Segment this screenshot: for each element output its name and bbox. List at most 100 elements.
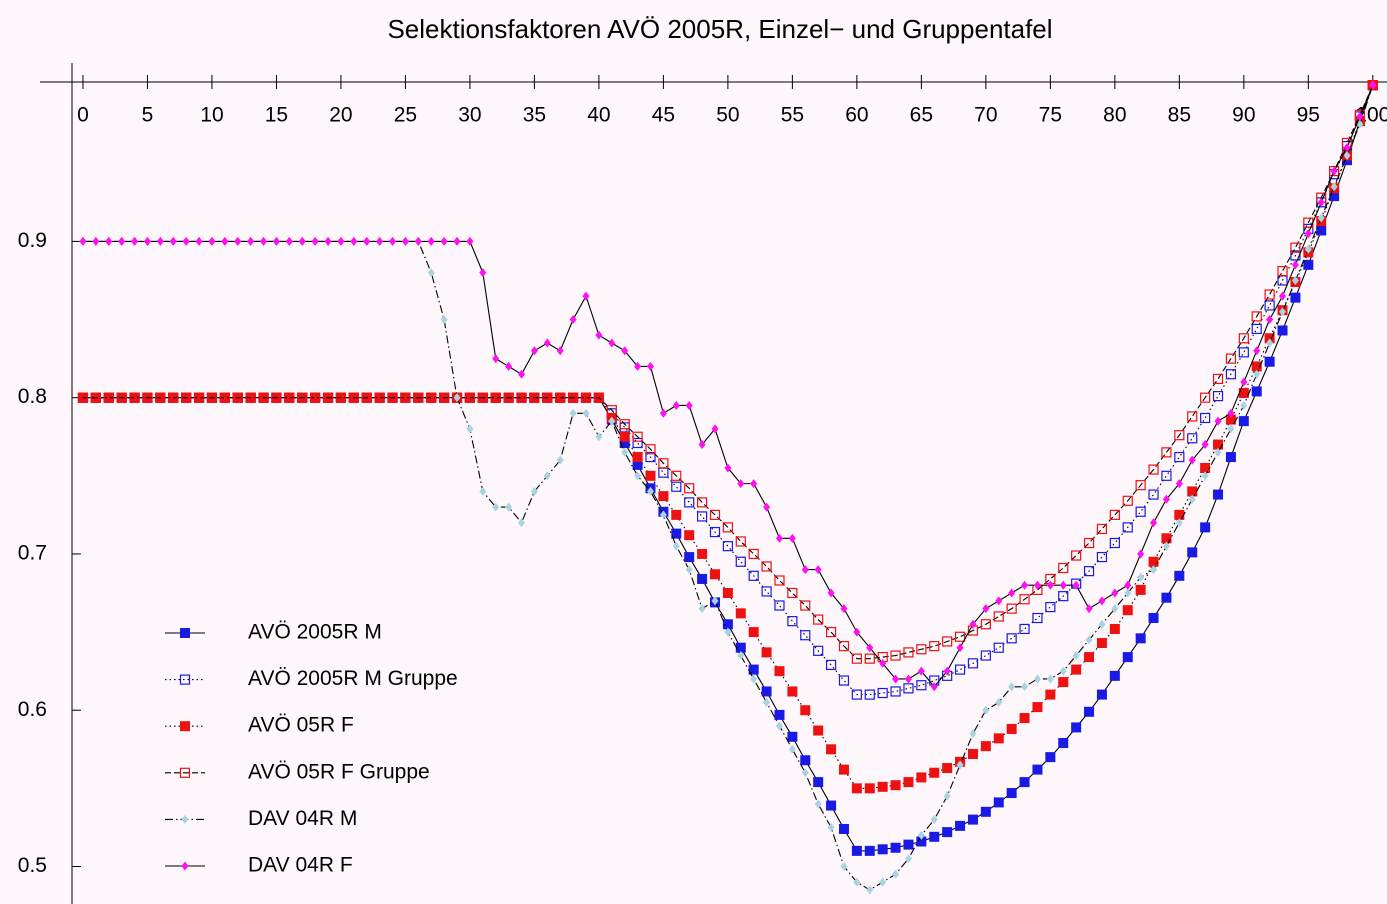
marker [131,236,139,246]
marker [684,497,695,508]
marker [814,799,822,809]
marker [580,392,592,403]
marker [1135,584,1146,595]
marker [1033,674,1041,684]
marker [1148,489,1159,500]
marker [143,236,151,246]
marker [621,346,629,356]
marker [774,709,785,720]
marker [954,631,966,642]
marker [877,781,888,792]
marker [439,392,450,403]
marker [1161,470,1172,481]
marker [1122,495,1133,506]
marker [838,675,850,686]
marker [1135,633,1146,644]
marker [543,338,551,348]
marker [813,777,824,788]
x-tick-label: 95 [1297,104,1320,127]
marker [298,236,306,246]
marker [993,611,1004,622]
marker [671,470,682,481]
marker [825,659,837,671]
marker [1122,605,1133,616]
marker [864,689,875,700]
marker [490,392,501,403]
marker [943,791,951,801]
marker [1006,633,1017,644]
y-tick-label: 0.8 [18,385,47,408]
marker [685,565,693,575]
marker [1187,433,1198,444]
legend-label: DAV 04R F [248,854,353,877]
marker [671,509,682,520]
marker [800,705,811,716]
marker [761,586,772,597]
marker [646,486,654,496]
marker [892,869,900,879]
marker [401,236,409,246]
x-tick-label: 55 [781,104,804,127]
marker [310,392,321,403]
marker [608,338,616,348]
marker [1264,356,1275,367]
marker [1096,551,1108,563]
marker [466,236,474,246]
marker [813,725,824,736]
marker [479,268,487,278]
marker [697,573,708,584]
marker [1213,439,1224,450]
marker [980,619,991,630]
marker [735,556,746,567]
marker [1084,652,1095,663]
marker [181,861,189,871]
marker [1008,682,1016,692]
marker [1135,480,1146,491]
marker [1148,613,1159,624]
x-tick-label: 40 [587,104,610,127]
marker [993,733,1004,744]
marker [492,354,500,364]
marker [337,236,345,246]
marker [542,392,553,403]
marker [271,392,282,403]
marker [1058,591,1069,602]
marker [516,392,527,403]
marker [103,392,114,403]
marker [529,392,540,403]
marker [801,768,809,778]
marker [1162,494,1170,504]
marker [722,541,733,552]
marker [813,645,824,656]
marker [1356,111,1364,121]
marker [582,291,590,301]
marker [1085,635,1093,645]
marker [645,444,656,455]
marker [1369,80,1377,90]
marker [775,721,783,731]
marker [634,471,642,481]
marker [838,823,849,834]
marker [929,831,940,842]
marker [466,424,474,434]
marker [698,440,706,450]
marker [1238,333,1249,344]
marker [518,369,526,379]
marker [1083,566,1095,577]
marker [800,755,811,766]
marker [142,392,153,403]
marker [774,575,785,586]
marker [735,642,746,653]
marker [477,392,488,403]
marker [1291,275,1299,285]
marker [774,666,785,677]
marker [1304,244,1312,254]
marker [995,697,1003,707]
marker [851,689,862,700]
marker [1253,369,1261,379]
marker [1251,311,1262,322]
marker [556,455,564,465]
marker [1290,292,1301,303]
marker [787,587,798,599]
marker [890,650,901,661]
